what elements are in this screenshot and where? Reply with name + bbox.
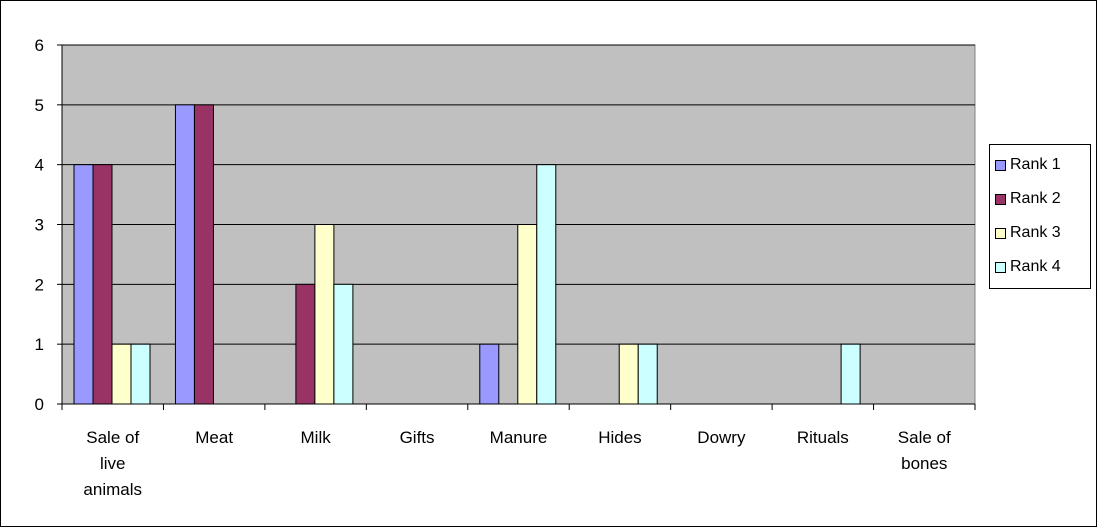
- legend-item: Rank 4: [995, 257, 1061, 277]
- legend-label: Rank 3: [1010, 224, 1061, 241]
- y-tick-label: 5: [35, 96, 44, 115]
- legend-item: Rank 3: [995, 223, 1061, 243]
- x-category-label: Gifts: [400, 428, 435, 447]
- x-category-label: live: [100, 454, 126, 473]
- y-tick-label: 3: [35, 216, 44, 235]
- bar-rank-4: [536, 164, 557, 405]
- x-category-label: Milk: [301, 428, 332, 447]
- legend: Rank 1 Rank 2 Rank 3 Rank 4: [989, 144, 1091, 289]
- legend-item: Rank 2: [995, 189, 1061, 209]
- legend-swatch: [995, 227, 1006, 239]
- legend-swatch: [995, 193, 1006, 205]
- bar-rank-4: [130, 343, 151, 405]
- y-tick-label: 0: [35, 395, 44, 414]
- bar-rank-3: [111, 343, 132, 405]
- bar-rank-3: [517, 224, 538, 405]
- bar-rank-3: [618, 343, 639, 405]
- bar-rank-4: [637, 343, 658, 405]
- legend-swatch: [995, 261, 1006, 273]
- bar-rank-4: [840, 343, 861, 405]
- bar-rank-2: [193, 104, 214, 405]
- legend-label: Rank 1: [1010, 156, 1061, 173]
- x-category-label: Sale of: [898, 428, 951, 447]
- y-tick-label: 2: [35, 275, 44, 294]
- legend-label: Rank 4: [1010, 258, 1061, 275]
- bar-rank-3: [314, 224, 335, 405]
- x-category-label: Sale of: [86, 428, 139, 447]
- legend-item: Rank 1: [995, 155, 1061, 175]
- x-category-label: animals: [83, 480, 142, 499]
- y-tick-label: 1: [35, 335, 44, 354]
- legend-swatch: [995, 159, 1006, 171]
- legend-label: Rank 2: [1010, 190, 1061, 207]
- x-category-label: Meat: [195, 428, 233, 447]
- bar-rank-4: [333, 283, 354, 405]
- x-category-label: Manure: [490, 428, 548, 447]
- bar-rank-2: [92, 164, 113, 405]
- x-category-label: bones: [901, 454, 947, 473]
- bar-rank-1: [73, 164, 94, 405]
- bar-rank-1: [479, 343, 500, 405]
- bar-rank-2: [295, 283, 316, 405]
- x-category-label: Hides: [598, 428, 641, 447]
- x-category-label: Dowry: [697, 428, 746, 447]
- y-tick-label: 4: [35, 156, 44, 175]
- y-tick-label: 6: [35, 36, 44, 55]
- x-category-label: Rituals: [797, 428, 849, 447]
- bar-rank-1: [174, 104, 195, 405]
